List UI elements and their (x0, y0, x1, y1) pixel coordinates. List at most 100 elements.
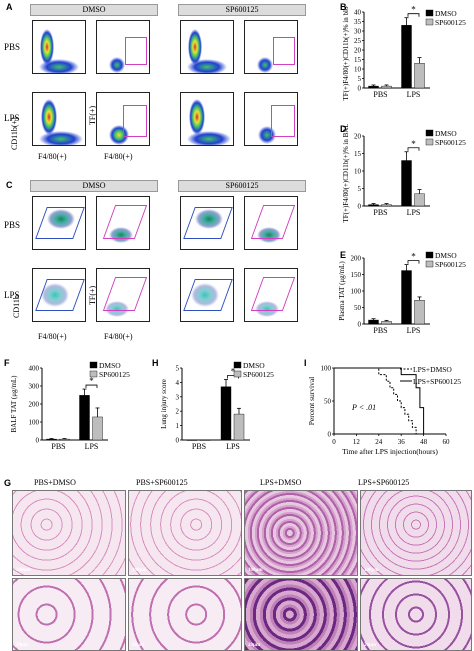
bar (401, 270, 412, 325)
significance-star: * (231, 367, 236, 377)
significance-bracket (407, 260, 420, 264)
panel-b-label: B (340, 2, 347, 12)
panel-c-label: C (6, 180, 13, 190)
bar (414, 300, 425, 325)
x-tick-label: LPS (407, 208, 421, 217)
histology-label-3: LPS+DMSO (260, 478, 302, 487)
scale-bar-label: 100μm (248, 568, 263, 573)
panel-c-header-dmso: DMSO (30, 180, 158, 192)
y-tick-label: 20 (354, 47, 362, 55)
x-tick-label: PBS (373, 90, 387, 99)
panel-a-xlabel-inner: F4/80(+) (104, 152, 133, 161)
y-tick-label: 50 (354, 304, 362, 312)
gate-polygon (102, 205, 148, 239)
gate-polygon (35, 207, 85, 239)
y-tick-label: 10 (354, 66, 362, 74)
survival-curve (334, 367, 428, 435)
gate-box (273, 37, 295, 65)
y-tick-label: 0 (176, 437, 180, 445)
gate-box (125, 37, 147, 65)
y-tick-label: 4 (176, 379, 180, 387)
panel-f-label: F (4, 358, 10, 368)
significance-star: * (411, 139, 416, 149)
legend-label: LPS+DMSO (413, 365, 452, 374)
y-tick-label: 100 (29, 419, 40, 427)
panel-a-row-pbs: PBS (4, 42, 21, 52)
panel-a-header-sp600125: SP600125 (178, 4, 306, 16)
y-tick-label: 25 (354, 37, 362, 45)
flow-plot-a-pbs-sp (180, 20, 234, 74)
bar-chart-f: 0 100 200 300 400 BALF TAT (μg/mL) PBS LPS * DMSO… (10, 361, 130, 451)
bar (381, 204, 392, 207)
panel-i-label: I (304, 358, 307, 368)
y-tick-label: 2 (176, 408, 180, 416)
flow-plot-c-lps-dmso-gate (96, 268, 150, 322)
y-tick-label: 5 (358, 185, 362, 193)
flow-plot-a-lps-sp-gate (244, 92, 298, 146)
bar (381, 85, 392, 89)
legend-label: DMSO (435, 9, 457, 18)
y-tick-label: 40 (354, 9, 362, 17)
p-value-annotation: P < .01 (351, 403, 376, 412)
y-tick-label: 200 (29, 401, 40, 409)
y-tick-label: 10 (354, 168, 362, 176)
y-tick-label: 1 (176, 422, 180, 430)
y-tick-label: 15 (354, 150, 362, 158)
legend-label: DMSO (243, 361, 265, 370)
legend-swatch (425, 260, 434, 268)
y-tick-label: 5 (358, 75, 362, 83)
legend-swatch (89, 361, 98, 369)
x-tick-label: PBS (51, 442, 65, 451)
x-tick-label: 60 (443, 438, 451, 446)
panel-a-ylabel-cd11b: CD11b(+) (10, 117, 19, 150)
significance-bracket (85, 384, 98, 389)
bar (414, 63, 425, 89)
gate-polygon (35, 279, 85, 311)
x-tick-label: 12 (353, 438, 361, 446)
histology-lps-dmso-high: 20μm (244, 578, 358, 651)
panel-a-row-lps: LPS (4, 113, 20, 123)
flow-plot-a-pbs-dmso (32, 20, 86, 74)
y-tick-label: 30 (354, 28, 362, 36)
x-tick-label: LPS (226, 442, 240, 451)
x-tick-label: 24 (375, 438, 383, 446)
flow-plot-a-lps-sp (180, 92, 234, 146)
legend-label: SP600125 (435, 138, 466, 147)
bar (368, 204, 379, 207)
scale-bar-label: 20μm (364, 643, 376, 648)
scale-bar-label: 20μm (248, 643, 260, 648)
panel-a-header-dmso: DMSO (30, 4, 158, 16)
legend-label: SP600125 (435, 18, 466, 27)
bar (59, 438, 70, 441)
x-axis-label: Time after LPS injection(hours) (342, 447, 438, 456)
legend-label: DMSO (435, 129, 457, 138)
flow-plot-a-lps-dmso-gate (96, 92, 150, 146)
y-axis-label: BALF TAT (μg/mL) (10, 375, 18, 433)
x-tick-label: PBS (373, 326, 387, 335)
y-tick-label: 0 (36, 437, 40, 445)
y-tick-label: 0 (358, 321, 362, 329)
panel-c-header-sp600125: SP600125 (178, 180, 306, 192)
gate-polygon (250, 277, 296, 311)
x-tick-label: LPS (407, 326, 421, 335)
legend-label: SP600125 (243, 370, 274, 379)
flow-plot-c-lps-dmso (32, 268, 86, 322)
y-tick-label: 400 (29, 365, 40, 373)
legend-label: DMSO (99, 361, 121, 370)
panel-c-xlabel-outer: F4/80(+) (38, 332, 67, 341)
panel-h-label: H (152, 358, 159, 368)
y-tick-label: 150 (351, 271, 362, 279)
flow-plot-c-lps-sp (180, 268, 234, 322)
x-tick-label: LPS (407, 90, 421, 99)
significance-star: * (411, 6, 416, 15)
bar-chart-e: 0 50 100 150 200 Plasma TAT (μg/mL) PBS LPS * DMS… (338, 251, 466, 335)
gate-box (123, 105, 147, 137)
bar (401, 25, 412, 89)
y-tick-label: 300 (29, 383, 40, 391)
panel-a-label: A (6, 2, 13, 12)
bar (186, 439, 198, 441)
x-tick-label: 48 (420, 438, 428, 446)
bar-chart-d: 0 5 10 15 20 TF(+)F4/80(+)CD11b(+)% in BALF PB… (342, 124, 466, 222)
legend-swatch (425, 9, 434, 17)
